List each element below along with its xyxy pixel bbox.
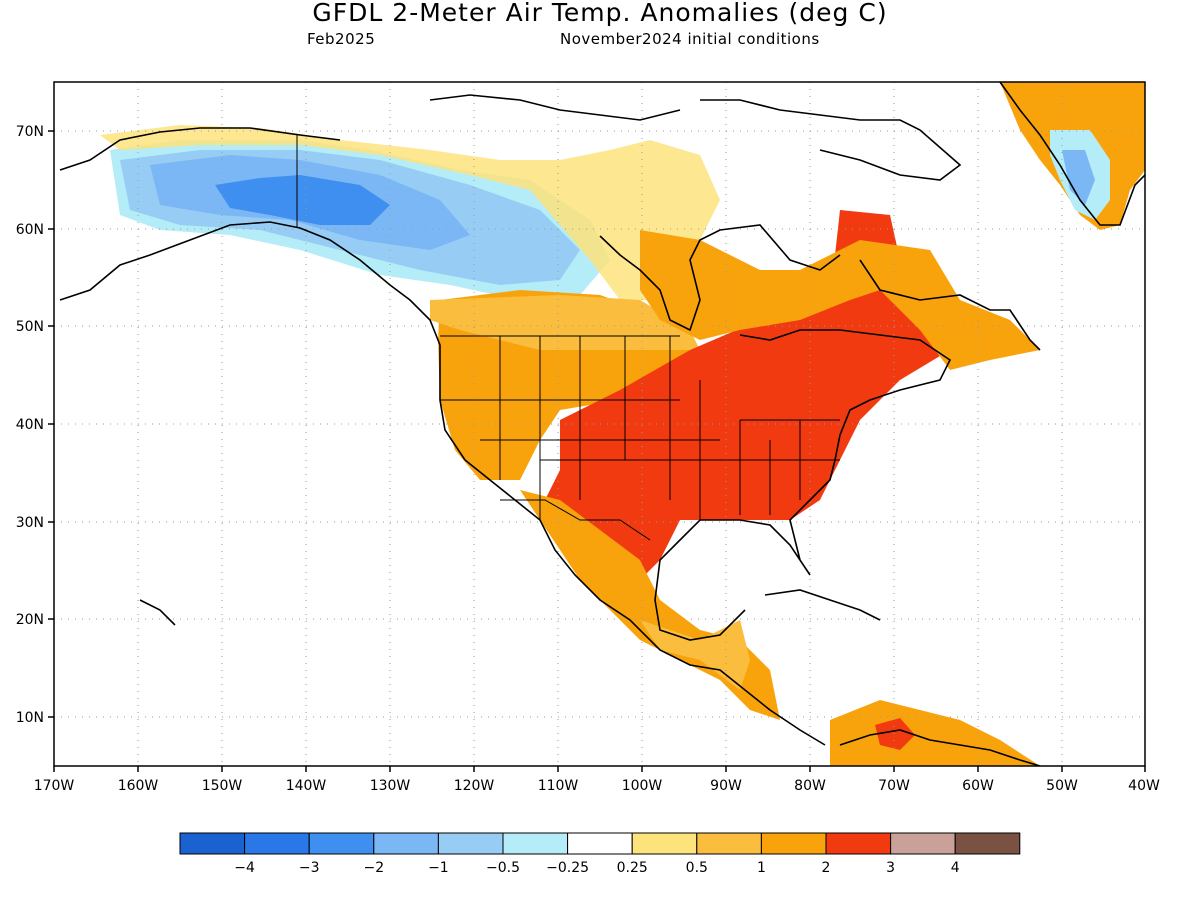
colorbar-swatch <box>502 832 569 855</box>
anomaly-fields <box>100 82 1145 766</box>
lon-label: 150W <box>202 778 243 794</box>
lon-label: 90W <box>710 778 742 794</box>
colorbar-label: 3 <box>886 860 895 876</box>
lon-label: 110W <box>538 778 579 794</box>
lat-label: 50N <box>16 319 44 335</box>
axis-ticks <box>48 130 1146 772</box>
colorbar-swatch <box>308 832 375 855</box>
colorbar-label: −1 <box>428 860 449 876</box>
colorbar-label: 4 <box>951 860 960 876</box>
lat-label: 70N <box>16 124 44 140</box>
colorbar-swatch <box>437 832 504 855</box>
lon-label: 160W <box>118 778 159 794</box>
lon-label: 100W <box>622 778 663 794</box>
colorbar-swatch <box>890 832 956 855</box>
coastlines <box>59 82 1145 766</box>
colorbar-label: 0.25 <box>617 860 648 876</box>
colorbar-label: −0.25 <box>546 860 589 876</box>
init-conditions: November2024 initial conditions <box>560 30 820 48</box>
lat-label: 60N <box>16 222 44 238</box>
colorbar-label: 1 <box>757 860 766 876</box>
colorbar-label: −3 <box>299 860 320 876</box>
lon-label: 80W <box>794 778 826 794</box>
lon-label: 170W <box>34 778 75 794</box>
lon-label: 120W <box>454 778 495 794</box>
map-title: GFDL 2-Meter Air Temp. Anomalies (deg C) <box>312 0 888 27</box>
colorbar-swatch <box>179 832 246 855</box>
colorbar-swatch <box>760 832 827 855</box>
longitude-labels: 170W 160W 150W 140W 130W 120W 110W 100W … <box>34 778 1160 794</box>
lon-label: 130W <box>370 778 411 794</box>
colorbar-swatch <box>954 832 1021 855</box>
colorbar-swatch <box>825 832 892 855</box>
eastern-us-hot-anomaly <box>545 210 950 590</box>
colorbar-swatch <box>567 832 633 855</box>
lon-label: 140W <box>286 778 327 794</box>
colorbar-swatch <box>373 832 439 855</box>
lon-label: 50W <box>1046 778 1078 794</box>
colorbar: −4 −3 −2 −1 −0.5 −0.25 0.25 0.5 1 2 3 4 <box>179 832 1021 876</box>
valid-month: Feb2025 <box>307 30 376 48</box>
colorbar-label: −4 <box>234 860 255 876</box>
colorbar-label: −2 <box>363 860 384 876</box>
colorbar-label: −0.5 <box>486 860 520 876</box>
colorbar-label: 2 <box>822 860 831 876</box>
lon-label: 70W <box>878 778 910 794</box>
colorbar-swatch <box>244 832 310 855</box>
latitude-labels: 70N 60N 50N 40N 30N 20N 10N <box>16 124 44 726</box>
political-borders <box>296 135 840 541</box>
lat-label: 20N <box>16 612 44 628</box>
colorbar-swatch <box>631 832 698 855</box>
lat-label: 30N <box>16 515 44 531</box>
lat-label: 10N <box>16 710 44 726</box>
colorbar-swatch <box>696 832 762 855</box>
lon-label: 40W <box>1128 778 1160 794</box>
lat-label: 40N <box>16 417 44 433</box>
lon-label: 60W <box>962 778 994 794</box>
north-canada-warm-anomaly <box>100 125 720 300</box>
colorbar-label: 0.5 <box>686 860 708 876</box>
